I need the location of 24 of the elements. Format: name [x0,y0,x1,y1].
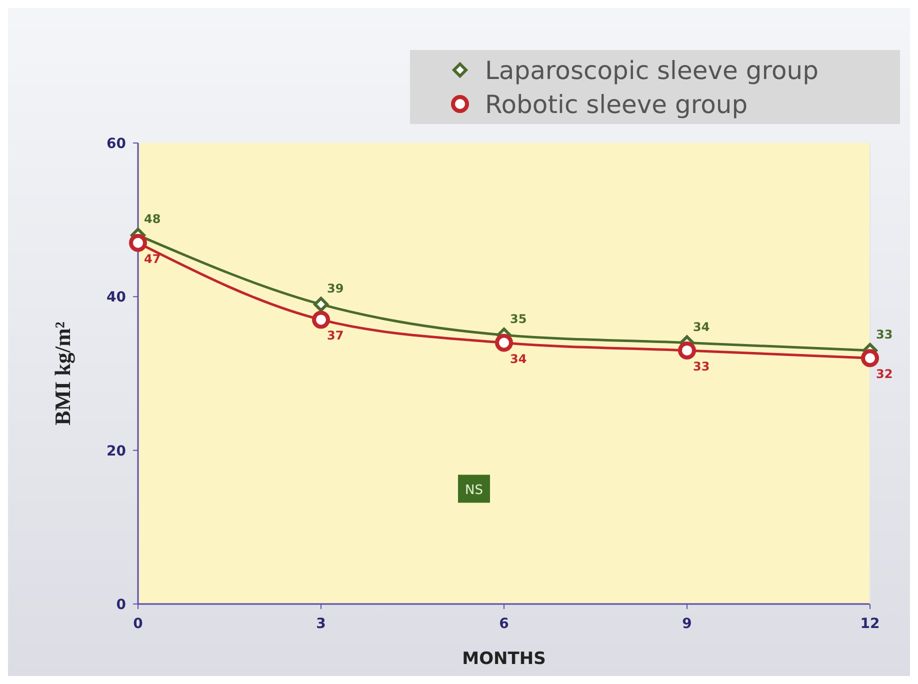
data-label: 34 [693,320,710,334]
data-label: 34 [510,352,527,366]
x-tick-label: 12 [860,616,880,632]
y-axis-title: BMI kg/m² [50,321,75,426]
data-label: 47 [144,252,161,266]
data-label: 48 [144,212,161,226]
data-label: 32 [876,367,893,382]
y-tick-label: 0 [116,597,126,613]
x-tick-label: 6 [499,616,509,632]
x-tick-label: 3 [316,616,326,632]
y-tick-label: 20 [106,443,126,460]
annotation: NS [465,482,483,498]
data-label: 33 [876,327,893,342]
y-tick-label: 40 [106,290,126,306]
x-tick-label: 0 [133,616,144,632]
data-label: 37 [327,328,344,343]
y-tick-label: 60 [106,136,126,152]
data-label: 33 [693,359,710,374]
x-tick-label: 9 [682,616,692,632]
data-label: 35 [510,312,527,326]
data-label: 39 [327,281,344,296]
x-axis-title: MONTHS [462,649,546,669]
legend-label: Laparoscopic sleeve group [485,56,818,85]
legend-label: Robotic sleeve group [485,90,748,119]
